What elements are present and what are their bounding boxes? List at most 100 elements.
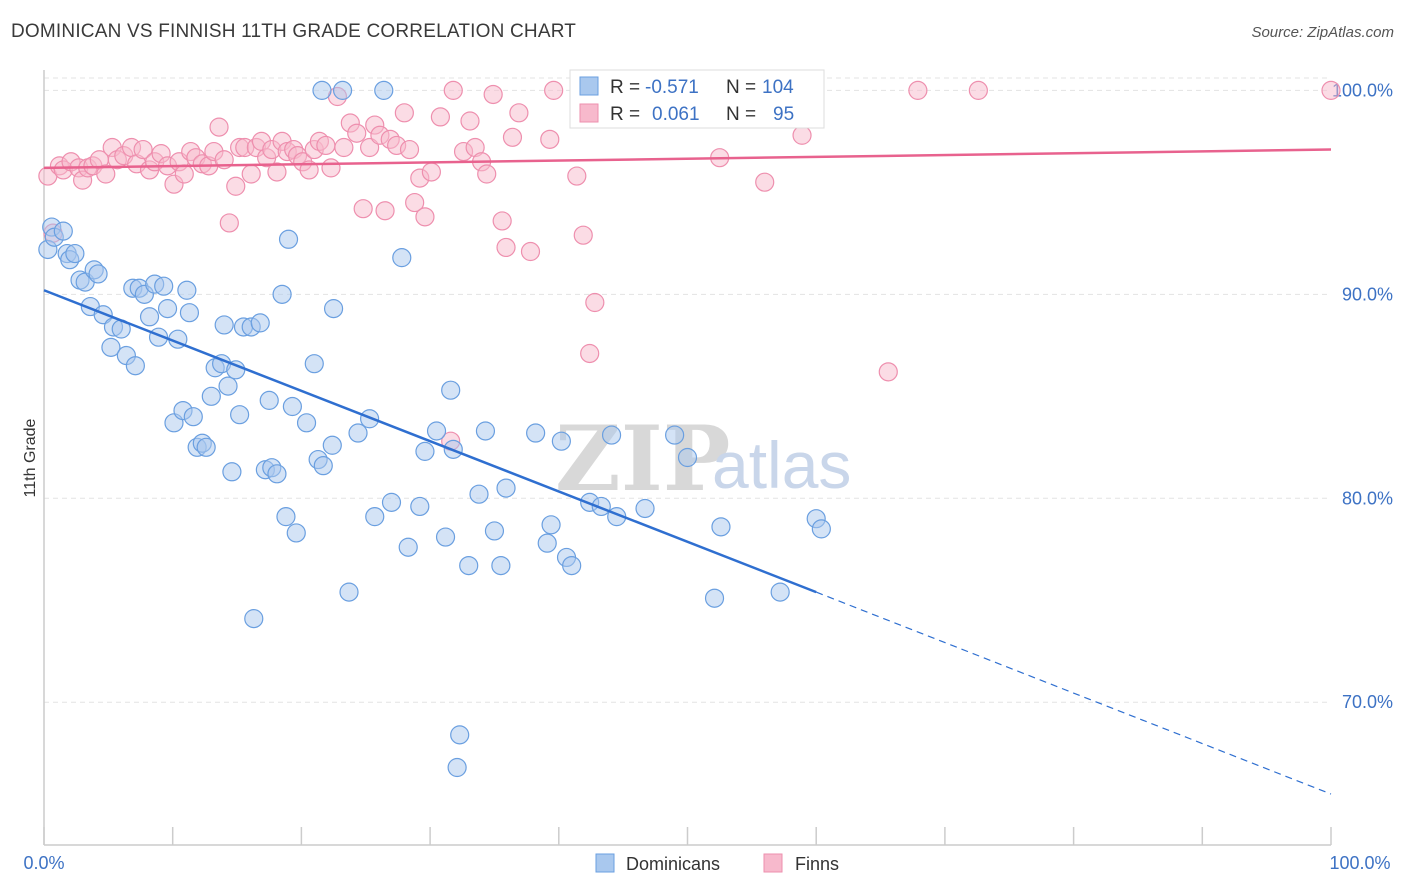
dominicans-point [392, 248, 412, 268]
gridlines [44, 77, 1331, 703]
dominicans-point [259, 390, 279, 410]
finns-point [334, 137, 354, 158]
dominicans-point [410, 496, 430, 517]
dominicans-point [218, 376, 238, 396]
finns-point [399, 139, 420, 160]
dominicans-point [447, 757, 467, 778]
finns-point [968, 80, 988, 100]
finns-point [267, 162, 287, 182]
y-tick-label: 80.0% [1342, 488, 1393, 508]
finns-point [1321, 80, 1341, 100]
dominicans-point [154, 276, 174, 296]
dominicans-point [398, 537, 418, 557]
dominicans-point [441, 380, 461, 400]
dominicans-point [276, 507, 296, 527]
stats-swatch-dominicans [579, 76, 599, 96]
dominicans-point [711, 517, 731, 537]
dominicans-point [267, 464, 287, 484]
finns-point [520, 241, 541, 262]
finns-point [544, 80, 564, 100]
dominicans-point [244, 609, 264, 629]
dominicans-point [322, 435, 342, 455]
x-tick-label-min: 0.0% [23, 853, 64, 873]
stats-r-label-2: R = [610, 104, 640, 125]
dominicans-point [179, 303, 200, 323]
dominicans-point [435, 527, 456, 547]
dominicans-point [811, 519, 831, 539]
dominicans-point [365, 507, 385, 527]
y-tick-label: 70.0% [1342, 692, 1393, 712]
dominicans-point [541, 515, 561, 535]
dominicans-point [230, 405, 250, 425]
x-ticks [43, 827, 1332, 845]
dominicans-point [278, 229, 299, 249]
trend-lines [43, 148, 1332, 795]
chart-title: DOMINICAN VS FINNISH 11TH GRADE CORRELAT… [11, 21, 577, 42]
finns-point [477, 164, 497, 184]
dominicans-point [332, 80, 353, 100]
dominicans-point [282, 396, 302, 417]
stats-swatch-finns [579, 103, 599, 123]
dominicans-point [374, 80, 394, 100]
finns-points [38, 80, 1341, 451]
finns-point [405, 192, 425, 213]
y-tick-label: 90.0% [1342, 284, 1393, 304]
dominicans-point [101, 337, 121, 357]
finns-point [299, 160, 319, 180]
dominicans-point [496, 478, 516, 498]
dominicans-point [526, 423, 546, 443]
dominicans-point [88, 264, 108, 284]
dominicans-point [677, 447, 698, 468]
dominicans-point [459, 555, 479, 576]
stats-n-value-2: 95 [773, 104, 794, 125]
finns-point [792, 125, 812, 145]
dominicans-point [304, 354, 324, 374]
stats-n-label-1: N = [726, 77, 756, 98]
finns-point [483, 84, 503, 105]
finns-point [460, 111, 480, 131]
dominicans-point [296, 413, 317, 433]
dominicans-point [201, 386, 221, 406]
finns-point [394, 103, 414, 123]
y-axis-label: 11th Grade [22, 418, 39, 497]
dominicans-point [183, 407, 203, 427]
dominicans-point [484, 521, 505, 541]
dominicans-point [177, 280, 197, 300]
finns-point [209, 117, 229, 137]
finns-trend-line [43, 148, 1332, 170]
finns-point [443, 80, 463, 100]
dominicans-point [450, 725, 470, 745]
stats-n-value-1: 104 [762, 77, 794, 98]
finns-point [573, 225, 593, 245]
dominicans-point [196, 437, 216, 457]
dominicans-point [65, 243, 85, 264]
finns-point [415, 207, 435, 227]
legend-label-dominicans: Dominicans [626, 854, 720, 874]
dominicans-point [601, 425, 622, 445]
y-tick-label: 100.0% [1332, 80, 1393, 100]
dominicans-point [53, 221, 73, 241]
finns-point [580, 343, 600, 364]
finns-point [316, 135, 336, 156]
finns-point [567, 166, 587, 186]
finns-point [421, 162, 441, 182]
dominicans-point [635, 498, 655, 519]
dominicans-point [313, 456, 333, 476]
dominicans-point [551, 431, 571, 451]
finns-point [878, 362, 898, 382]
finns-point [755, 172, 775, 192]
dominicans-point [272, 284, 292, 304]
dominicans-point [286, 523, 306, 543]
finns-point [502, 127, 523, 147]
finns-point [96, 164, 116, 184]
stats-legend: R = -0.571 N = 104 R = 0.061 N = 95 [569, 69, 825, 129]
dominicans-point [348, 423, 368, 443]
finns-point [347, 123, 367, 143]
watermark-atlas: atlas [712, 428, 851, 502]
dominicans-point [415, 441, 435, 461]
finns-point [133, 139, 153, 160]
dominicans-point [222, 462, 242, 482]
dominicans-point [770, 582, 790, 602]
finns-point [540, 129, 560, 149]
